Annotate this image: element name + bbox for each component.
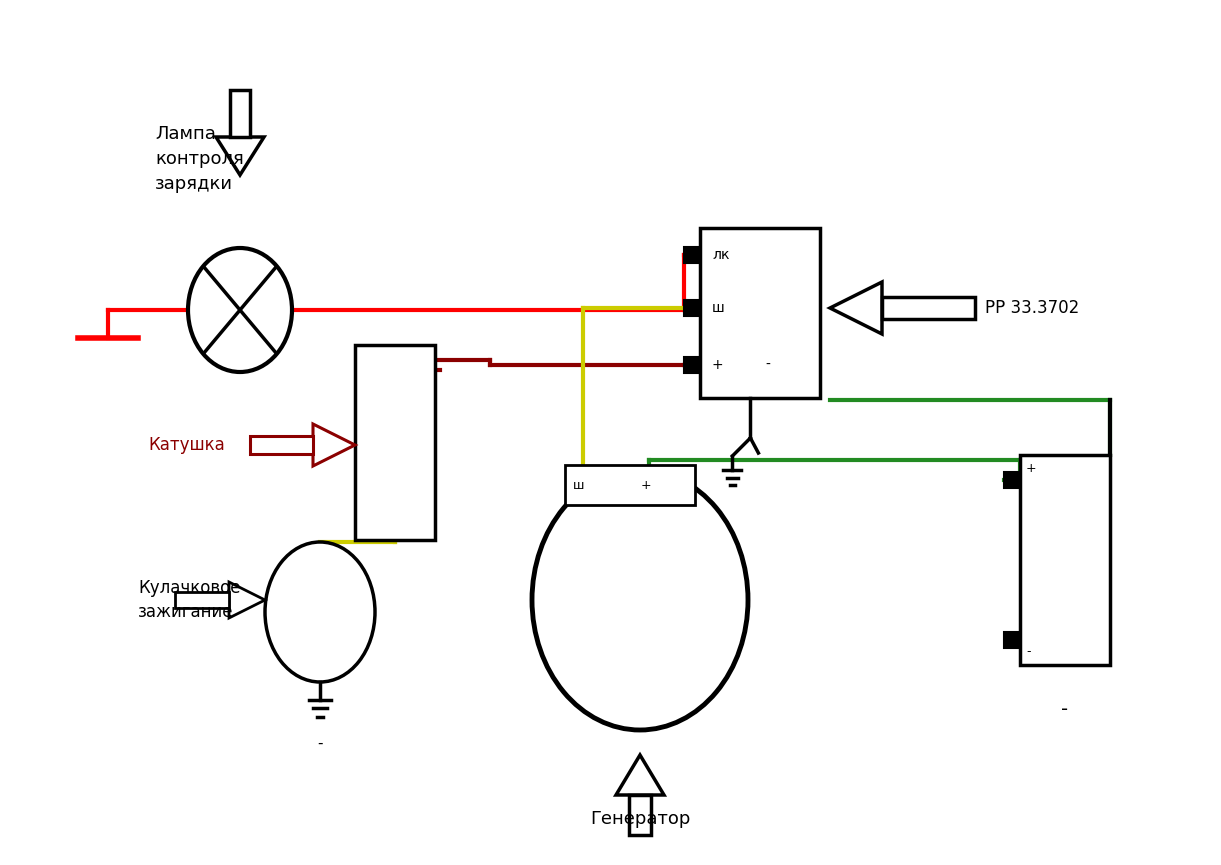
Text: Кулачковое
зажигание: Кулачковое зажигание: [138, 580, 241, 621]
Bar: [230, 90, 250, 137]
Polygon shape: [313, 424, 355, 466]
Text: -: -: [1026, 645, 1031, 658]
Bar: [250, 436, 313, 454]
Bar: [684, 247, 700, 263]
Text: лк: лк: [712, 248, 729, 262]
Ellipse shape: [265, 542, 375, 682]
Bar: [175, 592, 230, 608]
Bar: [565, 465, 695, 505]
Bar: [355, 345, 435, 540]
Text: Генератор: Генератор: [590, 810, 690, 828]
Text: +: +: [712, 358, 724, 372]
Text: +: +: [640, 478, 651, 491]
Bar: [684, 300, 700, 316]
Polygon shape: [230, 582, 265, 618]
Bar: [700, 228, 821, 398]
Text: -: -: [766, 358, 770, 372]
Text: +: +: [1026, 462, 1037, 475]
Bar: [1020, 455, 1110, 665]
Bar: [1004, 632, 1020, 648]
Ellipse shape: [532, 470, 748, 730]
Polygon shape: [830, 282, 882, 334]
Text: ш: ш: [712, 301, 725, 315]
Text: Катушка: Катушка: [148, 436, 225, 454]
Bar: [1004, 472, 1020, 488]
Text: -: -: [317, 735, 322, 751]
Text: РР 33.3702: РР 33.3702: [985, 299, 1079, 317]
Text: ш: ш: [573, 478, 585, 491]
Bar: [629, 795, 651, 835]
Bar: [684, 357, 700, 373]
Polygon shape: [617, 755, 664, 795]
Ellipse shape: [188, 248, 292, 372]
Text: -: -: [1061, 700, 1068, 719]
Text: Лампа
контроля
зарядки: Лампа контроля зарядки: [155, 125, 244, 193]
Bar: [882, 297, 976, 319]
Polygon shape: [216, 137, 264, 175]
